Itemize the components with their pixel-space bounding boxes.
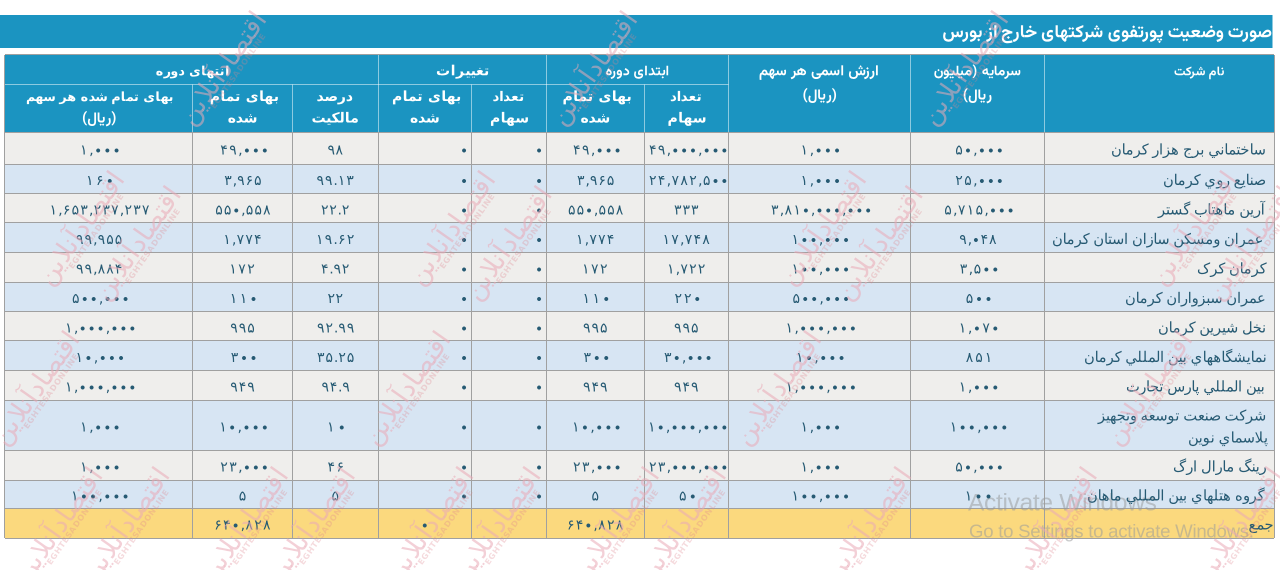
svg-text:Go to Settings to activate Win: Go to Settings to activate Windows.: [969, 520, 1254, 541]
svg-text:Activate Windows: Activate Windows: [968, 490, 1157, 517]
